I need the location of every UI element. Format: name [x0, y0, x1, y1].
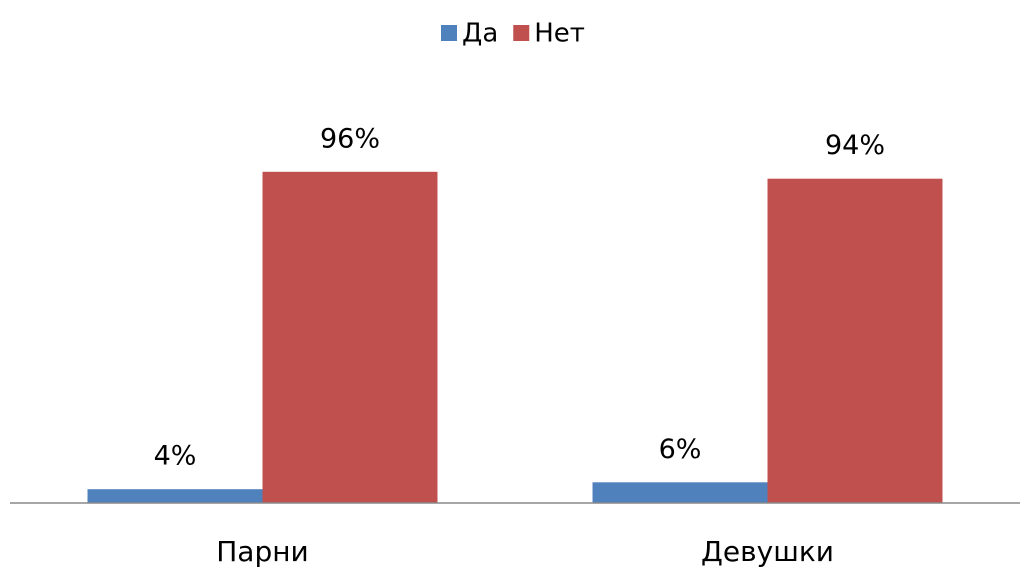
data-label: 4%: [154, 441, 197, 472]
x-tick-label: Девушки: [701, 535, 834, 568]
bar: [262, 171, 438, 504]
data-label: 94%: [825, 130, 885, 161]
legend-label: Да: [462, 19, 498, 49]
data-label: 6%: [659, 434, 702, 465]
x-tick-label: Парни: [216, 535, 309, 568]
bar: [592, 482, 768, 503]
bar: [767, 178, 943, 503]
legend-label: Нет: [534, 19, 585, 49]
bar: [87, 489, 263, 503]
data-label: 96%: [320, 123, 380, 154]
legend-swatch: [441, 25, 457, 41]
legend-swatch: [513, 25, 530, 41]
